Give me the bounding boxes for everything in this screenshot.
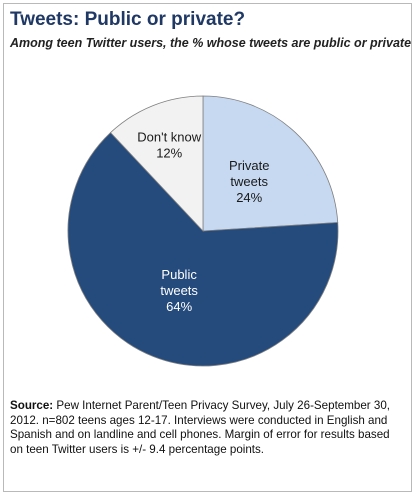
pie-category-label: tweets bbox=[160, 283, 198, 298]
pie-label-don-t-know: Don't know 12% bbox=[137, 130, 202, 161]
chart-subtitle: Among teen Twitter users, the % whose tw… bbox=[10, 36, 412, 50]
pie-category-label: Don't know bbox=[137, 130, 202, 145]
figure-frame: Tweets: Public or private? Among teen Tw… bbox=[3, 3, 412, 492]
pie-label-private-tweets: Private tweets 24% bbox=[229, 158, 269, 205]
pie-value-label: 64% bbox=[166, 299, 192, 314]
pie-slice-don-t-know bbox=[110, 95, 204, 233]
pie-value-label: 24% bbox=[236, 190, 262, 205]
chart-title: Tweets: Public or private? bbox=[10, 9, 246, 30]
pie-slice-private-tweets bbox=[202, 95, 339, 232]
pie-category-label: Private bbox=[229, 158, 269, 173]
pie-value-label: 12% bbox=[156, 146, 182, 161]
source-text: Pew Internet Parent/Teen Privacy Survey,… bbox=[10, 399, 390, 456]
pie-category-label: tweets bbox=[230, 174, 268, 189]
pie-category-label: Public bbox=[161, 267, 197, 282]
pie-chart: Private tweets 24%Public tweets 64%Don't kno… bbox=[67, 95, 339, 367]
source-label: Source: bbox=[10, 399, 54, 412]
pie-slice-public-tweets bbox=[67, 132, 339, 367]
pie-label-public-tweets: Public tweets 64% bbox=[160, 267, 198, 314]
source-note: Source: Pew Internet Parent/Teen Privacy… bbox=[10, 399, 405, 457]
